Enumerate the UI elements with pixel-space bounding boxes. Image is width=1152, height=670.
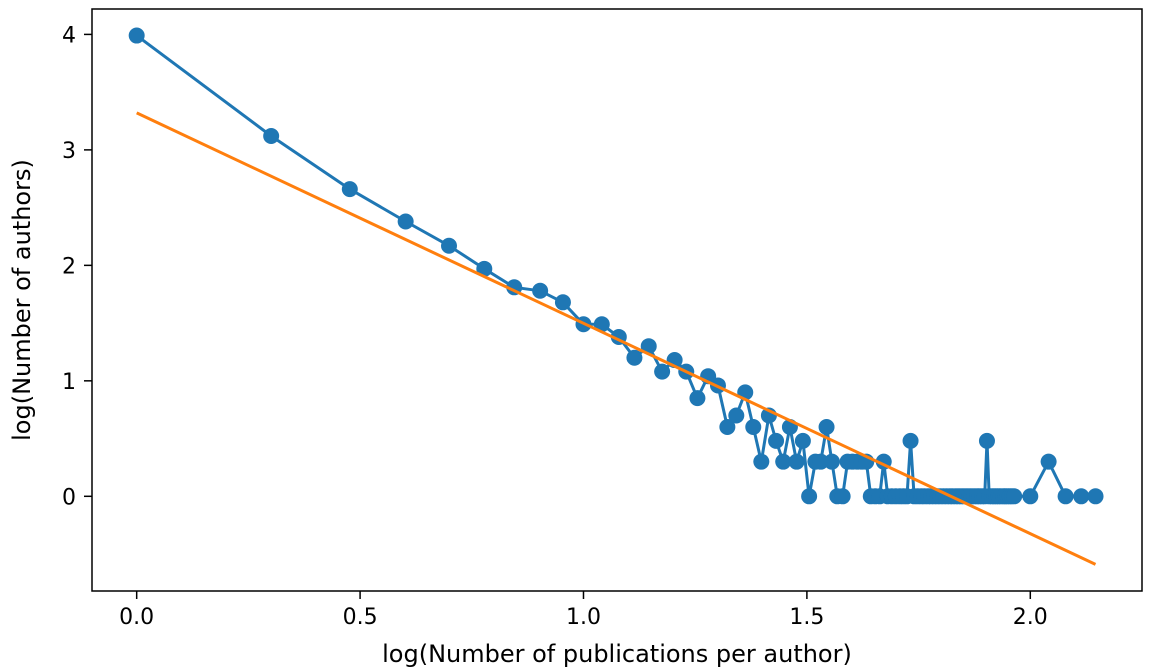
data-point (745, 419, 762, 436)
y-tick-label: 2 (62, 254, 76, 279)
data-point (397, 213, 414, 230)
data-point (728, 407, 745, 424)
data-point (441, 237, 457, 254)
data-point (476, 260, 493, 277)
data-point (593, 316, 610, 333)
data-point (554, 294, 571, 311)
x-tick-label: 2.0 (1013, 605, 1048, 630)
y-axis-ticks: 0 1 2 3 4 (62, 23, 92, 510)
data-point (1022, 488, 1039, 505)
y-tick-label: 4 (62, 23, 76, 48)
data-point (978, 432, 995, 449)
y-tick-label: 1 (62, 370, 76, 395)
data-point (640, 338, 657, 355)
fit-line (136, 111, 1097, 566)
data-point (794, 432, 811, 449)
data-point (823, 453, 840, 470)
y-tick-label: 3 (62, 139, 76, 164)
x-axis-label: log(Number of publications per author) (382, 640, 852, 668)
data-point (801, 488, 818, 505)
data-point (532, 282, 549, 299)
data-point (834, 488, 851, 505)
data-point (1087, 488, 1104, 505)
x-tick-label: 1.5 (789, 605, 824, 630)
plot-content (128, 27, 1104, 566)
x-tick-label: 1.0 (566, 605, 601, 630)
data-point (1057, 488, 1074, 505)
data-point (689, 390, 706, 407)
data-point (626, 349, 643, 366)
plot-area-frame (91, 8, 1143, 592)
data-point (768, 432, 785, 449)
y-tick-label: 0 (62, 485, 76, 510)
data-point (263, 128, 280, 145)
x-axis-ticks: 0.0 0.5 1.0 1.5 2.0 (119, 591, 1048, 630)
data-point (719, 419, 736, 436)
data-point (1040, 453, 1057, 470)
data-point (812, 453, 829, 470)
data-point (341, 181, 358, 198)
data-point (788, 453, 805, 470)
x-tick-label: 0.5 (343, 605, 378, 630)
data-point (654, 363, 671, 380)
x-tick-label: 0.0 (119, 605, 154, 630)
data-point (753, 453, 770, 470)
data-point (128, 27, 145, 44)
data-point (818, 419, 835, 436)
data-point (1006, 488, 1023, 505)
data-point (775, 453, 792, 470)
y-axis-label: log(Number of authors) (8, 159, 36, 441)
data-point (902, 432, 919, 449)
data-point (1073, 488, 1090, 505)
